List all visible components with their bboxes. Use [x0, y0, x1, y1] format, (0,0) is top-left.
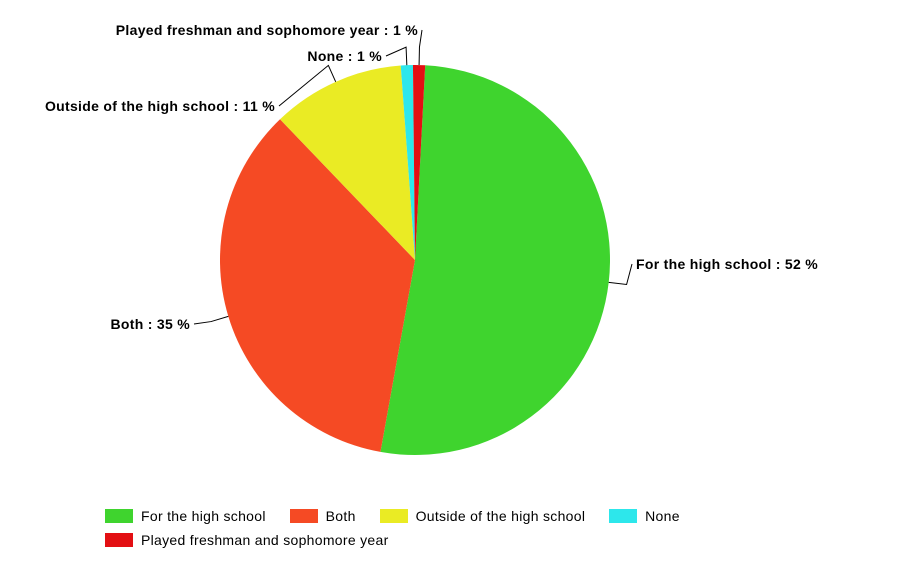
slice-label-none: None : 1 % — [307, 48, 382, 64]
legend-swatch-none — [609, 509, 637, 523]
legend-swatch-played-fresh-soph — [105, 533, 133, 547]
legend-item-both: Both — [290, 505, 356, 527]
legend-label-both: Both — [326, 505, 356, 527]
legend-item-played-fresh-soph: Played freshman and sophomore year — [105, 529, 389, 551]
slice-label-for-high-school: For the high school : 52 % — [636, 256, 818, 272]
legend-row-2: Played freshman and sophomore year — [105, 529, 825, 553]
pie-chart-svg — [0, 0, 900, 500]
legend-row-1: For the high school Both Outside of the … — [105, 505, 825, 529]
slice-label-outside: Outside of the high school : 11 % — [45, 98, 275, 114]
legend: For the high school Both Outside of the … — [105, 505, 825, 553]
legend-swatch-outside — [380, 509, 408, 523]
pie-chart-container: For the high school : 52 % Both : 35 % O… — [0, 0, 900, 500]
legend-item-none: None — [609, 505, 680, 527]
legend-label-played-fresh-soph: Played freshman and sophomore year — [141, 529, 389, 551]
legend-swatch-for-high-school — [105, 509, 133, 523]
legend-label-outside: Outside of the high school — [416, 505, 586, 527]
slice-label-both: Both : 35 % — [110, 316, 190, 332]
legend-item-for-high-school: For the high school — [105, 505, 266, 527]
legend-label-none: None — [645, 505, 680, 527]
legend-swatch-both — [290, 509, 318, 523]
legend-label-for-high-school: For the high school — [141, 505, 266, 527]
legend-item-outside: Outside of the high school — [380, 505, 586, 527]
slice-label-played-fresh-soph: Played freshman and sophomore year : 1 % — [116, 22, 418, 38]
